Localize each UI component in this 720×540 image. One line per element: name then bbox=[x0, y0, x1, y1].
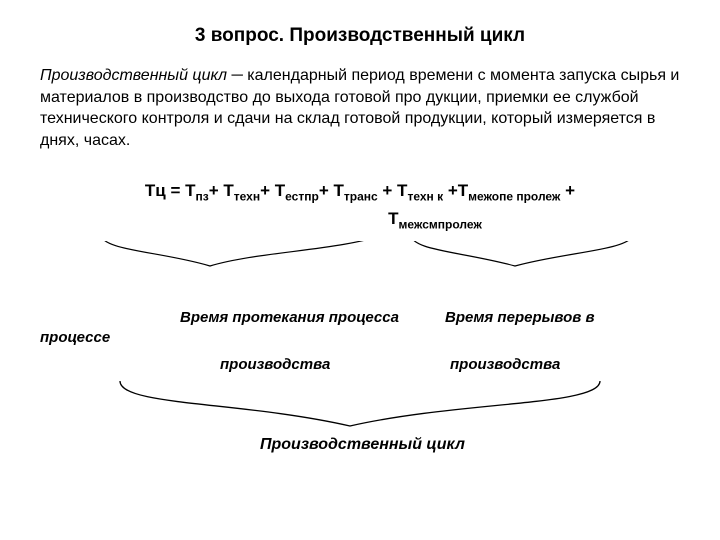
label-production-2: производства bbox=[450, 356, 560, 373]
term-2-main: Т bbox=[275, 181, 285, 200]
term-1-sub: техн bbox=[234, 190, 260, 204]
term-0-main: Т bbox=[185, 181, 195, 200]
term-3-sub: транс bbox=[344, 190, 378, 204]
term-0-sub: пз bbox=[196, 190, 209, 204]
brace-bottom bbox=[120, 381, 600, 426]
definition-term: Производственный цикл bbox=[40, 67, 227, 84]
brace-right-top bbox=[410, 241, 635, 266]
term-6-main: Т bbox=[388, 209, 398, 228]
term-4-main: Т bbox=[397, 181, 407, 200]
label-final: Производственный цикл bbox=[260, 436, 465, 454]
term-2-sub: естпр bbox=[285, 190, 319, 204]
definition-dash: ─ bbox=[232, 67, 243, 84]
term-5-main: Т bbox=[458, 181, 468, 200]
term-4-sub: техн к bbox=[407, 190, 443, 204]
label-breaks-time: Время перерывов в bbox=[445, 309, 595, 326]
label-process-cont: процессе bbox=[40, 329, 110, 346]
diagram-container: Время протекания процесса Время перерыво… bbox=[40, 241, 680, 441]
label-process-time: Время протекания процесса bbox=[180, 309, 399, 326]
page-title: 3 вопрос. Производственный цикл bbox=[40, 25, 680, 47]
term-1-main: Т bbox=[223, 181, 233, 200]
formula-eq: = bbox=[166, 181, 185, 200]
brace-left-top bbox=[100, 241, 390, 266]
term-3-main: Т bbox=[333, 181, 343, 200]
definition-paragraph: Производственный цикл ─ календарный пери… bbox=[40, 65, 680, 151]
formula-lhs: Тц bbox=[145, 181, 166, 200]
term-5-sub: межопе пролеж bbox=[468, 190, 560, 204]
formula-line2: Тмежсмпролеж bbox=[40, 209, 680, 231]
braces-svg bbox=[40, 241, 680, 451]
formula-line1: Тц = Тпз+ Ттехн+ Тестпр+ Ттранс + Ттехн … bbox=[40, 181, 680, 203]
label-production-1: производства bbox=[220, 356, 330, 373]
term-6-sub: межсмпролеж bbox=[399, 217, 482, 231]
